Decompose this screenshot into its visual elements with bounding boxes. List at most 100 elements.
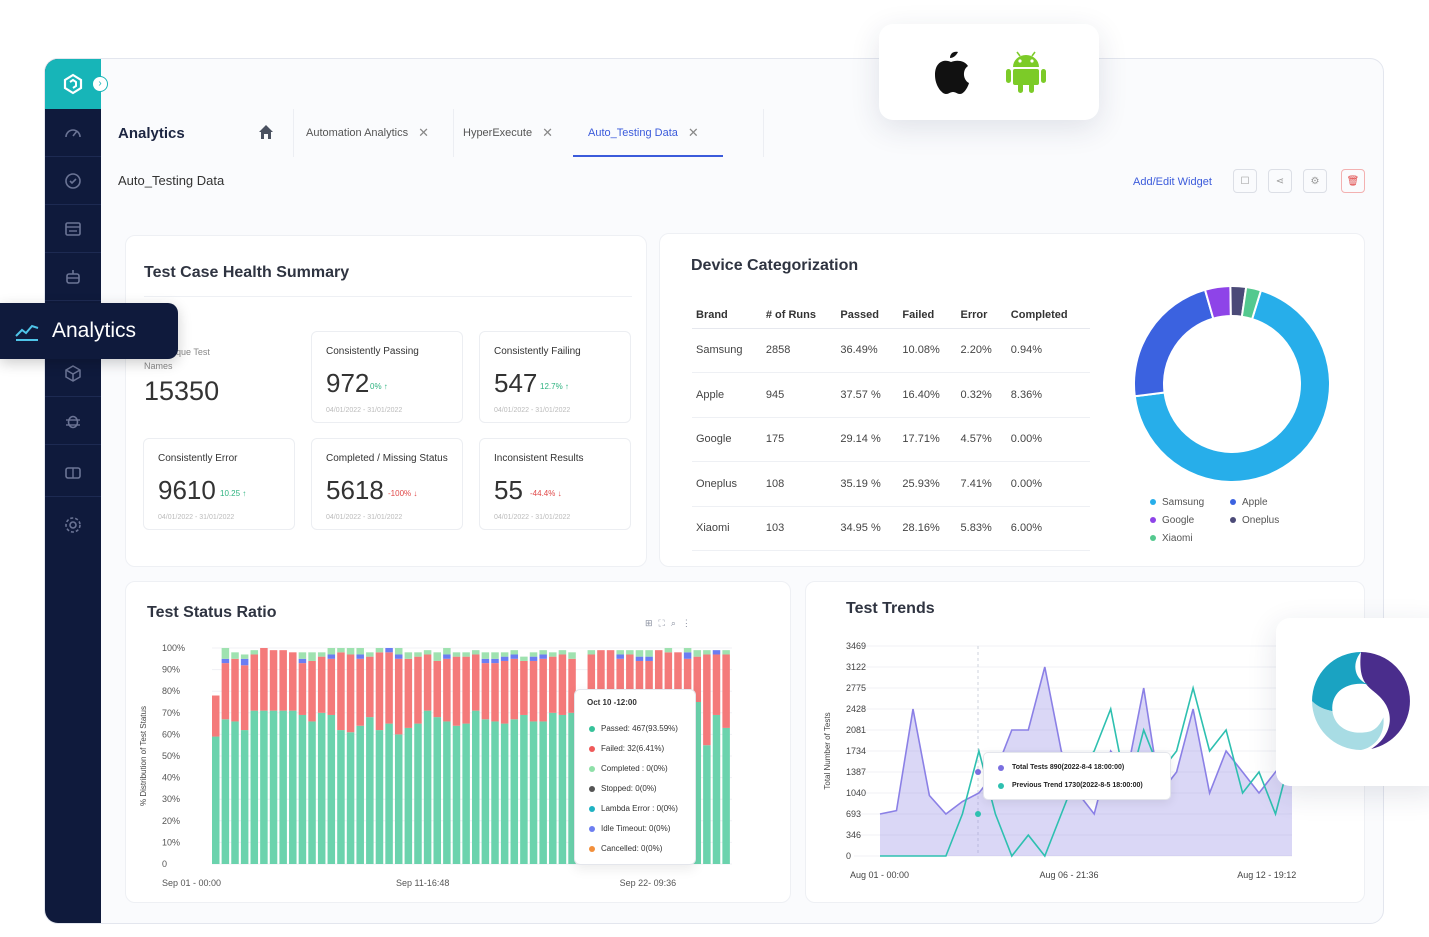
- tile-delta: -100% ↓: [388, 489, 418, 498]
- table-row[interactable]: Samsung 2858 36.49% 10.08% 2.20% 0.94%: [692, 328, 1090, 373]
- tab-hyperexecute[interactable]: HyperExecute ✕: [463, 125, 553, 141]
- sidebar-collapse-toggle[interactable]: ›: [92, 76, 108, 92]
- table-row[interactable]: Oneplus 108 35.19 % 25.93% 7.41% 0.00%: [692, 461, 1090, 507]
- square-icon[interactable]: ☐: [1233, 169, 1257, 193]
- device-categorization-card: Device Categorization Brand # of Runs Pa…: [659, 233, 1365, 567]
- chart-toolbar[interactable]: ⊞⛶⌕⋮: [645, 618, 697, 629]
- column-header: Passed: [836, 302, 899, 329]
- y-axis-label: % Distribution of Test Status: [139, 706, 148, 806]
- close-icon[interactable]: ✕: [418, 125, 430, 140]
- close-icon[interactable]: ✕: [687, 125, 699, 140]
- analytics-nav-item[interactable]: Analytics: [0, 303, 178, 359]
- bar-segment-failed: [703, 654, 711, 746]
- tooltip-item: Completed : 0(0%): [589, 764, 668, 773]
- tile-consistently-passing[interactable]: Consistently Passing 972 0% ↑ 04/01/2022…: [311, 331, 463, 423]
- bar-segment-failed: [433, 660, 441, 718]
- x-tick-label: Sep 01 - 00:00: [162, 878, 221, 888]
- bar-segment-failed: [491, 663, 499, 722]
- tab-divider: [763, 109, 764, 157]
- close-icon[interactable]: ✕: [542, 125, 553, 140]
- speedometer-icon[interactable]: [45, 109, 101, 157]
- bar-segment-failed: [481, 663, 490, 720]
- bar-segment-passed: [558, 714, 567, 864]
- bar-segment-idle-timeout: [491, 658, 499, 664]
- bar-segment-failed: [423, 654, 432, 711]
- tile-consistently-error[interactable]: Consistently Error 9610 10.25 ↑ 04/01/20…: [143, 438, 295, 530]
- bar-segment-completed: [549, 652, 557, 657]
- bar-segment-failed: [414, 656, 422, 724]
- bar-segment-passed: [510, 719, 519, 864]
- settings-icon[interactable]: ⚙: [1303, 169, 1327, 193]
- legend-xiaomi: Xiaomi: [1150, 533, 1193, 544]
- bar-segment-passed: [279, 710, 287, 864]
- tile-inconsistent-results[interactable]: Inconsistent Results 55 -44.4% ↓ 04/01/2…: [479, 438, 631, 530]
- settings-gear-icon[interactable]: [45, 501, 101, 549]
- tile-completed-missing[interactable]: Completed / Missing Status 5618 -100% ↓ …: [311, 438, 463, 530]
- delete-icon[interactable]: 🗑: [1341, 169, 1365, 193]
- bar-segment-completed: [664, 648, 673, 653]
- legend-dot: [589, 805, 595, 812]
- active-tab-indicator: [573, 155, 723, 157]
- table-row[interactable]: Xiaomi 103 34.95 % 28.16% 5.83% 6.00%: [692, 506, 1090, 551]
- robot-icon[interactable]: [45, 253, 101, 301]
- bar-segment-passed: [491, 721, 499, 864]
- cell: 35.19 %: [836, 461, 899, 507]
- bar-segment-passed: [404, 727, 413, 864]
- integrations-icon[interactable]: [45, 449, 101, 497]
- y-tick-label: 70%: [162, 708, 180, 718]
- y-tick-label: 20%: [162, 816, 180, 826]
- y-tick-label: 0: [162, 859, 167, 869]
- bar-segment-completed: [529, 652, 538, 657]
- lambdatest-logo[interactable]: [45, 59, 101, 109]
- share-icon[interactable]: ⋖: [1268, 169, 1292, 193]
- bar-segment-idle-timeout: [539, 654, 547, 659]
- bar-segment-completed: [452, 652, 461, 657]
- analytics-nav-label: Analytics: [52, 319, 137, 342]
- tab-auto-testing-data[interactable]: Auto_Testing Data ✕: [588, 125, 699, 141]
- search-icon[interactable]: ⌕: [670, 618, 682, 628]
- zoom-icon[interactable]: ⊞: [645, 618, 659, 628]
- y-tick-label: 60%: [162, 729, 180, 739]
- bar-segment-completed: [240, 654, 249, 659]
- browser-icon[interactable]: [45, 205, 101, 253]
- bar-segment-passed: [549, 712, 557, 864]
- bar-segment-failed: [693, 656, 701, 702]
- bar-segment-failed: [722, 654, 730, 728]
- add-edit-widget-link[interactable]: Add/Edit Widget: [1133, 176, 1212, 188]
- tooltip-label: Completed : 0(0%): [601, 764, 668, 773]
- bar-segment-passed: [366, 717, 374, 864]
- y-tick-label: 3469: [846, 641, 866, 651]
- cell: 0.94%: [1006, 328, 1090, 373]
- bar-segment-passed: [240, 730, 249, 864]
- bar-segment-failed: [212, 695, 220, 737]
- tab-automation-analytics[interactable]: Automation Analytics ✕: [306, 125, 429, 141]
- more-icon[interactable]: ⋮: [681, 618, 697, 628]
- clock-icon[interactable]: [45, 157, 101, 205]
- cell: 7.41%: [956, 461, 1007, 507]
- tab-divider: [453, 109, 454, 157]
- bar-segment-passed: [433, 717, 441, 864]
- y-tick-label: 693: [846, 809, 861, 819]
- table-row[interactable]: Google 175 29.14 % 17.71% 4.57% 0.00%: [692, 417, 1090, 462]
- cube-icon[interactable]: [45, 349, 101, 397]
- y-tick-label: 1387: [846, 767, 866, 777]
- bar-segment-passed: [520, 714, 528, 864]
- unique-tests-value: 15350: [144, 376, 220, 406]
- legend-dot: [1150, 499, 1156, 506]
- cell: 16.40%: [898, 372, 957, 418]
- bug-icon[interactable]: [45, 397, 101, 445]
- table-row[interactable]: Apple 945 37.57 % 16.40% 0.32% 8.36%: [692, 372, 1090, 418]
- tile-value: 55: [494, 475, 523, 505]
- card-title: Test Status Ratio: [147, 604, 277, 621]
- bar-segment-failed: [443, 658, 451, 722]
- tile-consistently-failing[interactable]: Consistently Failing 547 12.7% ↑ 04/01/2…: [479, 331, 631, 423]
- home-icon[interactable]: [257, 123, 275, 146]
- y-tick-label: 1734: [846, 746, 866, 756]
- bar-segment-failed: [308, 660, 316, 722]
- x-tick-label: Aug 01 - 00:00: [850, 870, 909, 880]
- bar-segment-completed: [308, 652, 316, 661]
- legend-samsung: Samsung: [1150, 497, 1204, 508]
- legend-google: Google: [1150, 515, 1194, 526]
- fullscreen-icon[interactable]: ⛶: [658, 618, 671, 628]
- bar-segment-idle-timeout: [635, 656, 644, 661]
